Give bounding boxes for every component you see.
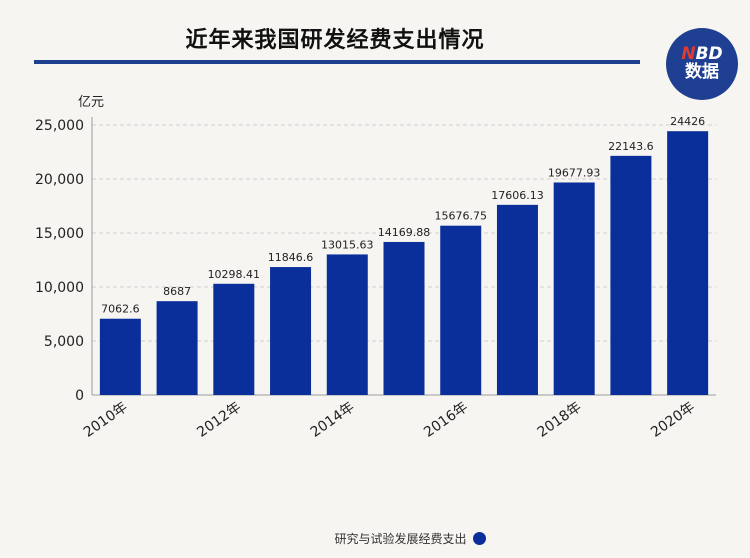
data-label: 24426	[670, 115, 705, 128]
y-tick-label: 15,000	[35, 226, 84, 242]
bar	[383, 241, 425, 395]
data-label: 17606.13	[491, 189, 544, 202]
data-label: 13015.63	[321, 238, 374, 251]
title-divider	[34, 60, 640, 64]
x-tick-label: 2014年	[308, 399, 358, 441]
logo-text: 数据	[685, 62, 719, 82]
y-tick-label: 20,000	[35, 172, 84, 188]
bar	[553, 182, 595, 395]
y-tick-label: 0	[75, 388, 84, 404]
legend: 研究与试验发展经费支出	[0, 530, 750, 547]
bar	[326, 254, 368, 395]
bar-chart: 亿元 0 5,000 10,000 15,000 20,000 25,000 7062.6 20…	[35, 95, 716, 441]
data-label: 22143.6	[608, 140, 654, 153]
logo-brand: NBD	[681, 44, 723, 65]
legend-swatch	[472, 532, 486, 545]
y-tick-label: 25,000	[35, 118, 84, 134]
data-label: 11846.6	[268, 251, 314, 264]
bar	[496, 204, 538, 395]
bar	[156, 301, 198, 395]
bar	[610, 155, 652, 395]
bar	[213, 283, 255, 395]
bar	[99, 318, 141, 395]
bar	[440, 225, 482, 395]
bar	[270, 267, 312, 395]
y-tick-label: 10,000	[35, 280, 84, 296]
nbd-data-logo: NBD 数据	[666, 28, 738, 100]
data-label: 7062.6	[101, 303, 140, 316]
x-tick-label: 2012年	[194, 399, 244, 441]
bar	[667, 131, 709, 395]
x-tick-label: 2010年	[81, 399, 131, 441]
x-tick-label: 2018年	[535, 399, 585, 441]
chart-title: 近年来我国研发经费支出情况	[185, 28, 485, 53]
data-label: 19677.93	[548, 166, 601, 179]
data-label: 10298.41	[208, 268, 261, 281]
data-label: 14169.88	[378, 226, 431, 239]
y-tick-label: 5,000	[44, 334, 84, 350]
y-axis-unit-label: 亿元	[78, 95, 104, 110]
data-label: 8687	[163, 285, 191, 298]
legend-label: 研究与试验发展经费支出	[334, 532, 467, 546]
x-tick-label: 2016年	[421, 399, 471, 441]
data-label: 15676.75	[434, 210, 487, 223]
x-tick-label: 2020年	[648, 399, 698, 441]
